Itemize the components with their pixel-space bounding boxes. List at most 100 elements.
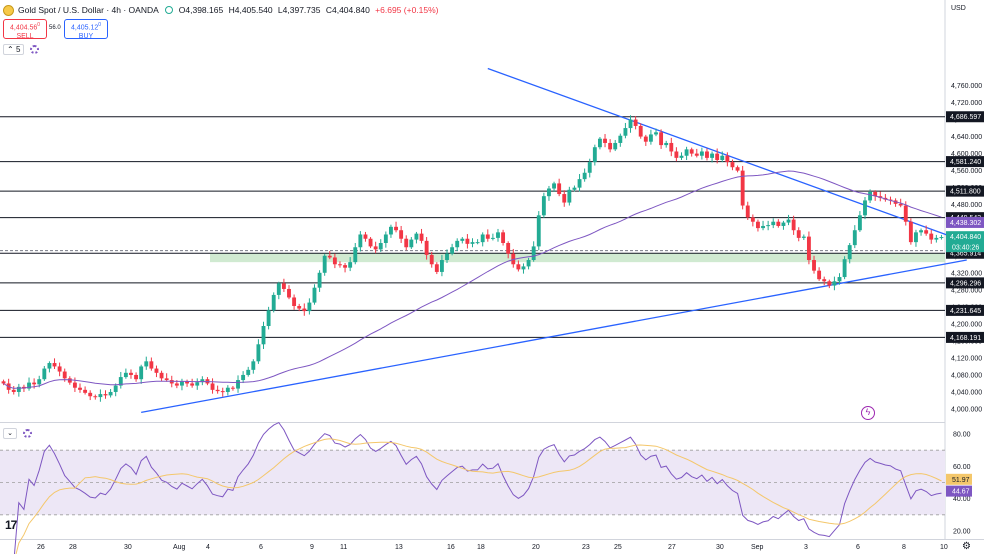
candle-body (144, 361, 149, 367)
buy-button[interactable]: 4,405.120 BUY (64, 19, 108, 40)
candle-body (903, 205, 908, 222)
candle-body (434, 264, 439, 272)
candle (536, 211, 541, 251)
candle (694, 148, 699, 158)
rsi-ma-tag: 51.97 (952, 477, 970, 484)
candle-body (827, 281, 832, 286)
candle (914, 229, 918, 247)
candle (674, 147, 679, 162)
candle-body (648, 134, 653, 142)
candle-body (577, 179, 582, 188)
candle-body (837, 277, 842, 282)
time-tick-label: 30 (124, 544, 132, 551)
candle-body (771, 221, 776, 226)
candle-body (62, 371, 67, 379)
candle-body (266, 310, 271, 326)
candle-body (480, 234, 485, 243)
candle (868, 189, 873, 203)
ma-value-label: 4,438.302 (950, 220, 981, 227)
candle (812, 255, 816, 274)
rsi-tick-label: 20.00 (953, 529, 971, 536)
candle-body (164, 378, 169, 381)
candle (108, 388, 113, 398)
candle (256, 339, 261, 364)
candle (52, 358, 57, 369)
candle (83, 386, 88, 395)
candle-body (108, 391, 113, 396)
candle-body (623, 128, 628, 136)
candle (919, 228, 923, 236)
candle-body (332, 257, 337, 265)
candle-body (659, 132, 664, 146)
candle-body (939, 237, 944, 239)
candle-body (562, 194, 567, 203)
candle (434, 262, 439, 275)
candle-body (643, 136, 648, 142)
candle (908, 218, 913, 245)
candle (67, 376, 72, 385)
candle (929, 229, 934, 244)
indicator-settings-icon[interactable] (30, 45, 40, 54)
candle (562, 190, 567, 207)
axis-unit-label[interactable]: USD (951, 5, 966, 12)
candle (730, 159, 735, 171)
rsi-collapse-button[interactable]: ⌄ (3, 428, 17, 439)
candle (847, 242, 852, 264)
candle-body (134, 374, 139, 380)
sell-button[interactable]: 4,404.560 SELL (3, 19, 47, 40)
candle (934, 234, 939, 243)
chart-settings-gear-icon[interactable]: ⚙ (962, 541, 971, 552)
candle-body (287, 288, 291, 298)
candle (827, 279, 832, 289)
candle (939, 234, 944, 240)
candle-body (806, 236, 811, 261)
candle-body (139, 366, 144, 380)
candle (164, 373, 169, 382)
candle-body (791, 219, 796, 231)
level-label-2: 4,511.800 (950, 189, 981, 196)
candle-body (868, 191, 873, 201)
candle (230, 386, 235, 391)
candle (134, 372, 139, 382)
candle-body (710, 153, 715, 158)
candle (633, 116, 638, 130)
candle-body (756, 221, 760, 229)
candle-body (215, 389, 220, 392)
candle-body (863, 200, 867, 216)
candle (190, 378, 195, 388)
candle (123, 368, 128, 379)
rsi-settings-icon[interactable] (23, 429, 32, 438)
candle (159, 370, 164, 382)
candle (699, 147, 704, 160)
indicator-count-toggle[interactable]: ⌃ 5 (3, 44, 25, 55)
alert-icon[interactable]: ϟ (861, 406, 875, 420)
buy-price-sup: 0 (98, 22, 102, 28)
candle (592, 144, 597, 166)
candle-body (919, 230, 923, 233)
candle (480, 232, 485, 247)
tradingview-logo-icon[interactable]: 17 (5, 518, 17, 532)
candle (705, 148, 709, 161)
candle (378, 239, 383, 252)
price-tick-label: 4,080.000 (951, 372, 982, 379)
candle-body (16, 386, 21, 392)
rsi-tick-label: 80.00 (953, 432, 971, 439)
candle-body (1, 381, 6, 384)
candle (450, 243, 455, 256)
candle-body (812, 260, 816, 271)
candle-body (180, 381, 184, 386)
candle-body (740, 170, 745, 206)
level-label-4: 4,365.914 (950, 251, 981, 258)
candle (740, 165, 745, 210)
sell-price: 4,404.56 (9, 24, 38, 32)
candle-body (149, 361, 154, 369)
candle (47, 361, 52, 373)
candle (389, 224, 393, 238)
candle (103, 390, 108, 399)
candle-body (541, 196, 546, 216)
candle-body (246, 369, 251, 375)
symbol-header: Gold Spot / U.S. Dollar · 4h · OANDA O4,… (0, 0, 442, 20)
candle-body (694, 153, 699, 156)
symbol-title[interactable]: Gold Spot / U.S. Dollar · 4h · OANDA (18, 5, 159, 15)
